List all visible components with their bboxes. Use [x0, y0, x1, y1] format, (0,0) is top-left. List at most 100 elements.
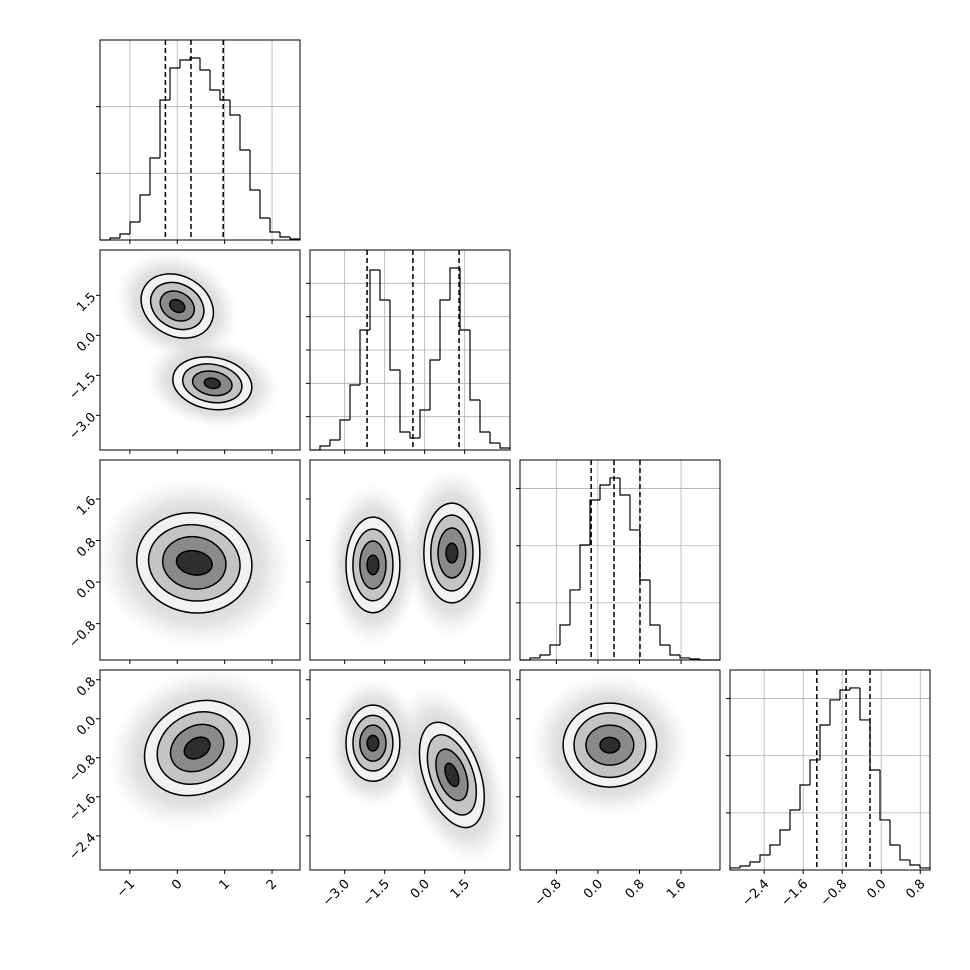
histogram-step: [359, 329, 370, 385]
histogram-step: [619, 477, 630, 496]
density-panel: [100, 477, 293, 649]
histogram-step: [759, 854, 770, 862]
x-tick-label: 0.8: [903, 877, 928, 902]
histogram-step: [689, 657, 700, 660]
x-tick-label: 0.0: [864, 877, 889, 902]
y-tick-label: −1.6: [66, 792, 99, 825]
histogram-step: [469, 330, 480, 401]
histogram-step: [319, 445, 330, 450]
histogram-step: [829, 699, 840, 725]
histogram-step: [679, 654, 690, 659]
histogram-step: [439, 299, 450, 360]
density-panel: [327, 678, 507, 865]
x-tick-label: −1.5: [360, 877, 393, 910]
histogram-step: [769, 844, 780, 856]
histogram-step: [109, 237, 120, 240]
histogram-step: [279, 232, 290, 238]
histogram-step: [919, 864, 931, 870]
histogram-step: [599, 484, 610, 500]
panel-frame: [309, 249, 511, 451]
histogram-step: [339, 419, 350, 440]
histogram-step: [459, 268, 470, 331]
contour: [445, 542, 459, 564]
histogram-step: [119, 233, 130, 238]
contour: [175, 549, 213, 576]
histogram-step: [449, 267, 460, 300]
density-panel: [115, 251, 280, 429]
histogram-step: [849, 687, 860, 690]
histogram-step: [149, 157, 160, 195]
panel-frame: [99, 669, 301, 871]
histogram-step: [529, 657, 540, 660]
histogram-step: [879, 770, 890, 821]
histogram-step: [869, 719, 880, 771]
histogram-step: [199, 58, 210, 71]
x-tick-label: 2: [264, 877, 280, 893]
y-tick-label: −3.0: [66, 410, 99, 443]
histogram-step: [659, 625, 670, 646]
x-tick-label: −0.8: [532, 877, 565, 910]
histogram-step: [389, 300, 400, 371]
x-tick-label: 1: [216, 877, 232, 893]
histogram-step: [269, 218, 280, 233]
histogram-step: [239, 115, 250, 151]
histogram-step: [799, 784, 810, 810]
histogram-step: [479, 400, 490, 433]
x-tick-label: −1.6: [779, 877, 812, 910]
density-panel: [107, 670, 287, 829]
panel-frame: [99, 459, 301, 661]
histogram-step: [589, 499, 600, 546]
x-tick-label: 0.0: [581, 877, 606, 902]
histogram-step: [579, 544, 590, 590]
histogram-step: [749, 861, 760, 866]
histogram-step: [549, 644, 560, 655]
histogram-step: [819, 724, 830, 760]
histogram-step: [629, 494, 640, 531]
density-panel: [530, 673, 690, 817]
histogram-step: [539, 654, 550, 658]
histogram-step: [159, 99, 170, 158]
histogram-step: [409, 432, 420, 439]
y-tick-label: 0.0: [74, 330, 99, 355]
histogram-step: [909, 859, 920, 866]
panel-frame: [309, 669, 511, 871]
histogram-step: [129, 221, 140, 234]
x-tick-label: 1.5: [448, 877, 473, 902]
panel-frame: [309, 459, 511, 661]
histogram-step: [139, 194, 150, 222]
histogram-step: [419, 409, 430, 438]
panel-frame: [99, 39, 301, 241]
histogram-step: [259, 190, 270, 219]
histogram-step: [329, 439, 340, 446]
panel-frame: [729, 669, 931, 871]
density-panel: [327, 468, 500, 647]
panel-frame: [519, 459, 721, 661]
x-tick-label: −1: [114, 877, 138, 901]
histogram-step: [179, 59, 190, 68]
contour: [599, 736, 621, 754]
histogram-step: [489, 432, 500, 444]
histogram-step: [649, 580, 660, 626]
y-tick-label: −0.8: [66, 618, 99, 651]
histogram-step: [249, 150, 260, 191]
histogram-step: [429, 359, 440, 410]
y-tick-label: −1.5: [66, 370, 99, 403]
contour: [366, 554, 380, 576]
contour: [203, 377, 222, 390]
histogram-step: [349, 384, 360, 420]
x-tick-label: −0.8: [818, 877, 851, 910]
y-tick-label: 0.0: [74, 713, 99, 738]
histogram-step: [379, 270, 390, 301]
histogram-step: [639, 529, 650, 581]
histogram-step: [219, 90, 230, 101]
histogram-step: [609, 477, 620, 486]
contour: [183, 736, 211, 760]
histogram-step: [189, 57, 200, 60]
x-tick-label: 0.8: [623, 877, 648, 902]
histogram-step: [399, 370, 410, 433]
x-tick-label: −3.0: [320, 877, 353, 910]
histogram-step: [899, 844, 910, 861]
histogram-step: [739, 865, 750, 868]
panel-frame: [99, 249, 301, 451]
